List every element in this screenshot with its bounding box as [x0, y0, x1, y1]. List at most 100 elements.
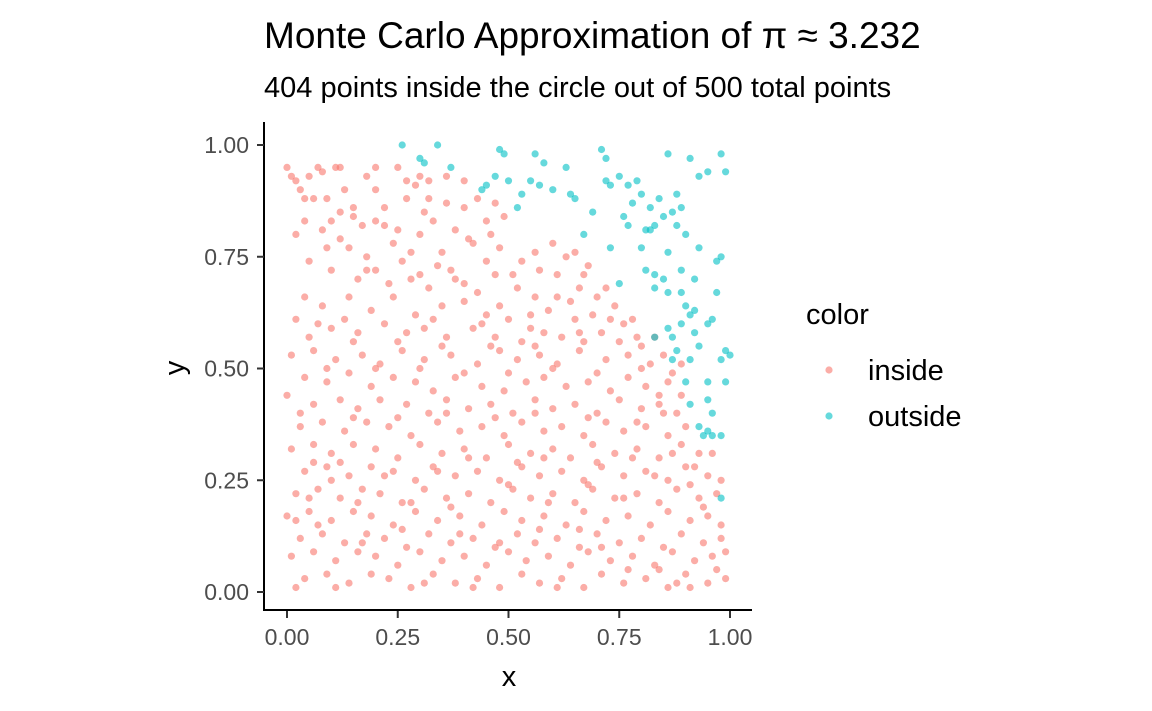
point-inside	[708, 449, 716, 457]
point-inside	[518, 257, 526, 265]
point-inside	[336, 458, 344, 466]
point-inside	[345, 369, 353, 377]
legend-title: color	[806, 299, 869, 331]
point-inside	[549, 405, 557, 413]
point-inside	[447, 351, 455, 359]
point-inside	[403, 400, 411, 408]
point-inside	[310, 347, 318, 355]
point-inside	[318, 168, 326, 176]
y-axis-title: y	[159, 360, 191, 375]
point-inside	[318, 226, 326, 234]
point-inside	[292, 490, 300, 498]
point-inside	[531, 293, 539, 301]
point-inside	[447, 539, 455, 547]
point-inside	[571, 499, 579, 507]
point-inside	[584, 548, 592, 556]
point-inside	[416, 172, 424, 180]
point-inside	[434, 516, 442, 525]
series-outside	[398, 141, 734, 502]
point-inside	[345, 579, 353, 587]
point-inside	[332, 557, 340, 565]
point-outside	[668, 208, 677, 216]
point-outside	[708, 432, 716, 440]
point-inside	[527, 324, 535, 332]
point-inside	[513, 458, 522, 466]
point-inside	[380, 472, 389, 480]
point-inside	[615, 539, 623, 547]
point-inside	[416, 364, 424, 373]
point-inside	[323, 463, 331, 471]
point-inside	[460, 297, 468, 305]
point-inside	[407, 248, 415, 256]
point-inside	[593, 458, 601, 466]
point-inside	[664, 507, 672, 516]
point-inside	[664, 378, 672, 386]
point-inside	[301, 195, 309, 203]
point-inside	[336, 235, 344, 243]
point-inside	[518, 463, 526, 471]
point-outside	[722, 347, 730, 355]
point-inside	[655, 400, 663, 408]
point-outside	[704, 378, 712, 386]
point-inside	[509, 485, 517, 493]
point-inside	[354, 499, 362, 507]
point-outside	[673, 221, 681, 230]
point-inside	[722, 548, 730, 556]
y-tick-label: 0.00	[204, 579, 249, 605]
point-inside	[438, 302, 446, 310]
point-inside	[540, 427, 548, 435]
point-inside	[310, 400, 318, 408]
point-inside	[385, 575, 393, 583]
point-outside	[651, 333, 659, 341]
point-inside	[332, 356, 340, 364]
point-inside	[620, 472, 628, 480]
point-inside	[522, 378, 530, 386]
point-outside	[677, 288, 685, 297]
point-inside	[327, 217, 335, 225]
point-inside	[354, 405, 362, 413]
point-inside	[345, 293, 353, 301]
point-inside	[420, 324, 428, 332]
point-inside	[429, 570, 437, 578]
point-outside	[664, 150, 672, 158]
point-outside	[651, 284, 659, 292]
point-inside	[633, 490, 641, 498]
point-inside	[292, 583, 300, 592]
point-outside	[637, 190, 646, 198]
point-inside	[535, 472, 544, 480]
point-inside	[469, 239, 477, 247]
point-inside	[602, 356, 610, 364]
point-inside	[504, 440, 513, 449]
point-inside	[451, 226, 459, 234]
point-inside	[363, 266, 371, 274]
point-inside	[518, 338, 526, 346]
point-outside	[677, 204, 685, 212]
point-inside	[571, 315, 579, 323]
point-inside	[589, 311, 597, 319]
point-inside	[580, 271, 588, 279]
point-inside	[686, 516, 694, 525]
point-outside	[500, 150, 508, 158]
point-inside	[389, 293, 397, 301]
point-inside	[513, 284, 522, 292]
point-outside	[664, 288, 672, 297]
point-inside	[673, 579, 681, 587]
point-inside	[398, 257, 406, 265]
point-inside	[562, 382, 570, 390]
point-inside	[296, 409, 304, 417]
point-inside	[478, 423, 486, 431]
point-inside	[677, 360, 685, 368]
point-inside	[482, 561, 490, 569]
point-inside	[363, 530, 371, 538]
point-inside	[323, 570, 331, 578]
point-inside	[699, 503, 708, 511]
point-inside	[655, 391, 663, 399]
point-inside	[376, 360, 384, 368]
point-inside	[527, 449, 535, 457]
point-inside	[323, 378, 331, 386]
point-outside	[722, 168, 730, 176]
point-inside	[562, 521, 570, 529]
point-inside	[456, 512, 464, 520]
point-inside	[677, 440, 685, 449]
point-inside	[411, 507, 420, 516]
